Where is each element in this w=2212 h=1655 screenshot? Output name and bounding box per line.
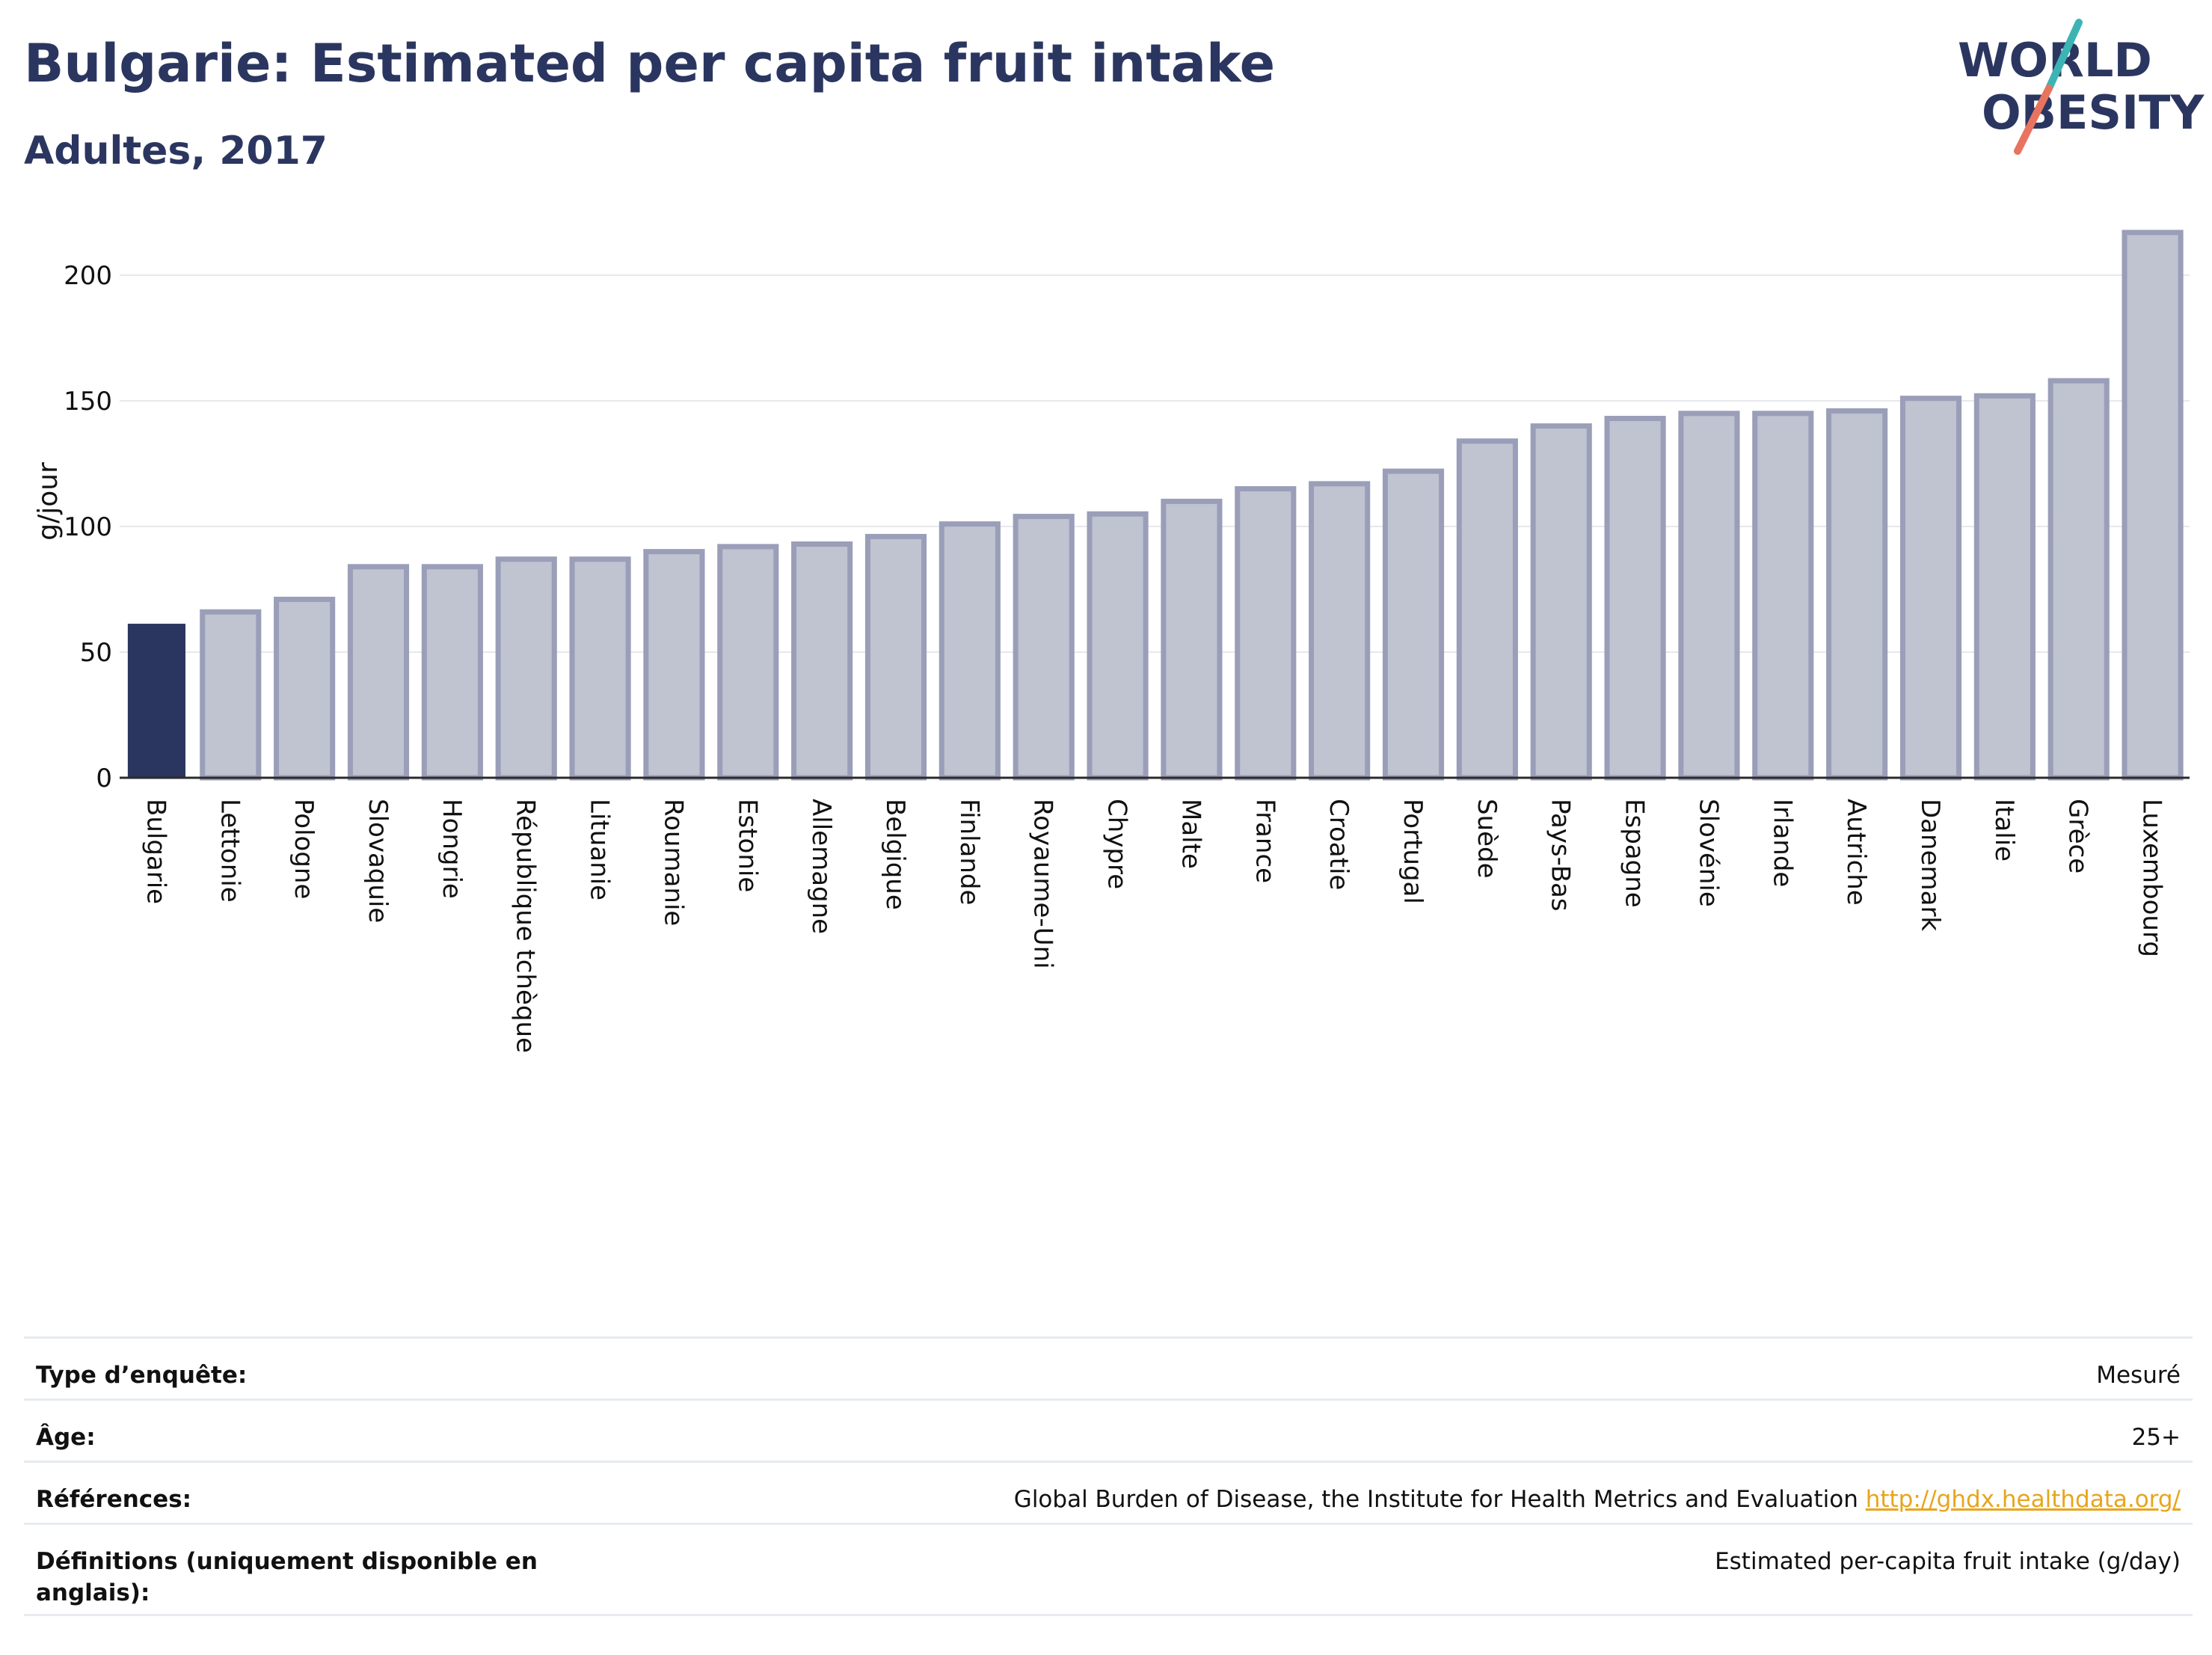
bar-chart: 0 50 100 150 200 g/jour Bulgarie Lettonie Pologn… <box>33 230 2190 1053</box>
x-tick-label: Estonie <box>732 799 762 892</box>
x-tick-label: Irlande <box>1767 799 1797 887</box>
page-subtitle: Adultes, 2017 <box>24 129 328 174</box>
bar <box>1013 514 1075 781</box>
bar <box>2047 378 2110 781</box>
x-tick-label: Roumanie <box>658 799 688 926</box>
y-tick-label: 50 <box>80 638 112 668</box>
bar <box>1826 408 1888 781</box>
y-tick-label: 150 <box>64 387 112 417</box>
x-tick-label: Portugal <box>1398 799 1428 904</box>
x-tick-label: Lettonie <box>215 799 245 903</box>
x-tick-label: Bulgarie <box>141 799 170 904</box>
x-tick-label: Danemark <box>1915 799 1945 931</box>
x-tick-label: Belgique <box>880 799 910 910</box>
y-tick-label: 100 <box>64 512 112 542</box>
x-tick-label: Pologne <box>289 799 319 899</box>
bar <box>421 564 483 781</box>
info-value-age: 25+ <box>2131 1424 2181 1451</box>
info-label-age: Âge: <box>36 1424 96 1451</box>
x-tick-label: Luxembourg <box>2137 799 2167 957</box>
x-tick-label: Lituanie <box>585 799 615 900</box>
bar <box>1456 438 1518 781</box>
info-table: Type d’enquête: Mesuré Âge: 25+ Référenc… <box>24 1336 2193 1616</box>
info-row-references: Références: Global Burden of Disease, th… <box>24 1461 2193 1523</box>
y-axis-title: g/jour <box>33 462 64 541</box>
logo-slash-coral <box>2014 85 2053 155</box>
bar <box>1309 481 1371 781</box>
bar <box>569 556 631 781</box>
bar <box>347 564 410 781</box>
info-row-definitions: Définitions (uniquement disponible en an… <box>24 1523 2193 1616</box>
bar <box>127 624 185 779</box>
world-obesity-logo: WORLD OBESITY <box>1958 19 2205 155</box>
info-label-references: Références: <box>36 1486 192 1513</box>
bar <box>1604 416 1666 781</box>
bar <box>274 596 336 781</box>
bar <box>2122 230 2184 781</box>
x-tick-label: Royaume-Uni <box>1028 799 1058 969</box>
bar <box>643 549 705 781</box>
bar <box>717 544 779 781</box>
page-title: Bulgarie: Estimated per capita fruit int… <box>24 33 1276 94</box>
y-tick-label: 200 <box>64 261 112 291</box>
references-link[interactable]: http://ghdx.healthdata.org/ <box>1865 1486 2181 1513</box>
x-tick-label: Espagne <box>1620 799 1650 908</box>
info-label-definitions: Définitions (uniquement disponible en an… <box>36 1548 538 1606</box>
bar <box>200 609 262 781</box>
bar <box>1678 411 1740 781</box>
bar <box>1161 498 1223 781</box>
bar <box>791 541 853 781</box>
y-tick-label: 0 <box>96 764 112 793</box>
x-tick-label: Finlande <box>954 799 984 905</box>
bar <box>1973 393 2036 781</box>
x-tick-label: Hongrie <box>437 799 467 899</box>
info-row-age: Âge: 25+ <box>24 1398 2193 1461</box>
x-tick-label: République tchèque <box>511 799 541 1053</box>
bar <box>1899 396 1962 781</box>
x-tick-label: Malte <box>1176 799 1205 869</box>
logo-line2: OBESITY <box>1982 85 2205 140</box>
x-tick-label: Slovaquie <box>363 799 393 923</box>
bar <box>938 521 1001 781</box>
info-value-references: Global Burden of Disease, the Institute … <box>1014 1484 2181 1515</box>
bar <box>864 533 927 781</box>
x-tick-label: Allemagne <box>806 799 836 934</box>
bar <box>495 556 557 781</box>
info-value-definitions: Estimated per-capita fruit intake (g/day… <box>1715 1548 2181 1575</box>
info-value-survey-type: Mesuré <box>2096 1362 2181 1389</box>
x-tick-label: Autriche <box>1841 799 1871 906</box>
references-text: Global Burden of Disease, the Institute … <box>1013 1486 1858 1513</box>
x-tick-label: France <box>1250 799 1279 883</box>
bar <box>1752 411 1814 781</box>
bar <box>1530 423 1592 781</box>
bar <box>1235 486 1297 781</box>
logo-slash-teal <box>2045 19 2083 92</box>
bar <box>1382 468 1445 781</box>
x-tick-label: Italie <box>1989 799 2019 862</box>
x-tick-label: Slovénie <box>1693 799 1723 907</box>
x-tick-label: Pays-Bas <box>1546 799 1576 912</box>
x-tick-label: Croatie <box>1324 799 1354 890</box>
x-tick-label: Grèce <box>2063 799 2093 873</box>
x-tick-label: Chypre <box>1102 799 1132 889</box>
info-label-survey-type: Type d’enquête: <box>36 1362 248 1389</box>
x-tick-label: Suède <box>1472 799 1502 879</box>
info-row-survey-type: Type d’enquête: Mesuré <box>24 1336 2193 1398</box>
bar <box>1087 511 1149 781</box>
